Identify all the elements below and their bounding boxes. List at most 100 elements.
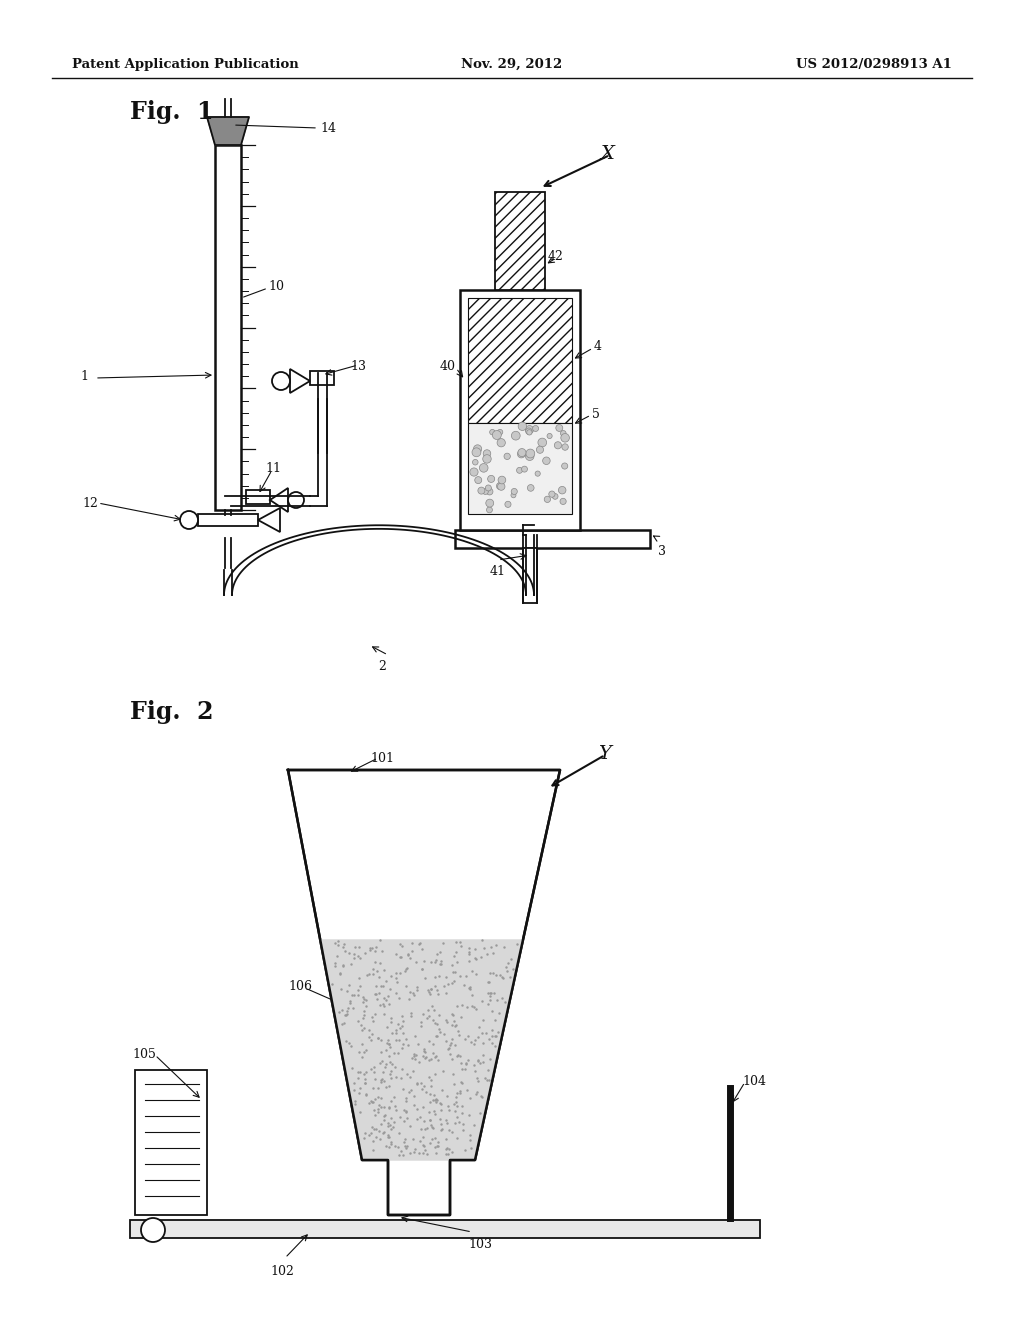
Circle shape <box>525 428 532 434</box>
Circle shape <box>538 438 547 447</box>
Text: 11: 11 <box>265 462 281 475</box>
Circle shape <box>486 488 493 495</box>
Circle shape <box>497 438 505 447</box>
Circle shape <box>498 429 503 434</box>
Bar <box>198 513 258 525</box>
Bar <box>135 1071 207 1214</box>
Text: 2: 2 <box>378 660 386 673</box>
Text: Fig.  2: Fig. 2 <box>130 700 213 723</box>
Text: Fig.  1: Fig. 1 <box>130 100 213 124</box>
Circle shape <box>511 488 517 495</box>
Polygon shape <box>290 370 310 393</box>
Polygon shape <box>270 488 288 512</box>
Bar <box>246 490 270 504</box>
Circle shape <box>560 498 566 504</box>
Circle shape <box>525 451 534 461</box>
Text: 13: 13 <box>350 360 366 374</box>
Circle shape <box>511 432 520 440</box>
Text: 12: 12 <box>82 498 98 510</box>
Circle shape <box>521 466 527 473</box>
Circle shape <box>505 502 511 507</box>
Bar <box>468 298 572 422</box>
Circle shape <box>472 447 481 457</box>
Polygon shape <box>258 508 280 532</box>
Circle shape <box>561 463 567 469</box>
Circle shape <box>543 457 550 465</box>
Polygon shape <box>321 940 523 1160</box>
Bar <box>460 290 580 531</box>
Circle shape <box>498 483 505 490</box>
Bar <box>215 145 241 510</box>
Circle shape <box>483 450 490 457</box>
Circle shape <box>525 425 534 434</box>
Text: 41: 41 <box>490 565 506 578</box>
Circle shape <box>556 425 563 432</box>
Circle shape <box>544 496 551 503</box>
Text: 104: 104 <box>742 1074 766 1088</box>
Text: 102: 102 <box>270 1265 294 1278</box>
Circle shape <box>470 467 478 477</box>
Circle shape <box>552 494 558 499</box>
Circle shape <box>482 454 492 463</box>
Text: 42: 42 <box>548 249 564 263</box>
Text: Y: Y <box>598 744 611 763</box>
Bar <box>495 191 545 290</box>
Circle shape <box>562 444 568 450</box>
Text: 3: 3 <box>658 545 666 558</box>
Circle shape <box>532 425 539 432</box>
Text: X: X <box>600 145 613 162</box>
Circle shape <box>547 433 552 438</box>
Polygon shape <box>288 770 560 1214</box>
Circle shape <box>479 463 488 473</box>
Circle shape <box>478 487 485 494</box>
Circle shape <box>511 492 516 498</box>
Circle shape <box>486 507 493 513</box>
Text: 101: 101 <box>370 752 394 766</box>
Circle shape <box>526 449 535 458</box>
Circle shape <box>516 467 522 474</box>
Circle shape <box>288 492 304 508</box>
Circle shape <box>537 446 544 453</box>
Text: 106: 106 <box>288 979 312 993</box>
Circle shape <box>504 453 510 459</box>
Circle shape <box>527 484 535 491</box>
Circle shape <box>472 459 478 465</box>
Text: 40: 40 <box>440 360 456 374</box>
Text: 103: 103 <box>468 1238 492 1251</box>
Circle shape <box>180 511 198 529</box>
Text: 105: 105 <box>132 1048 156 1061</box>
Bar <box>523 548 537 603</box>
Text: 5: 5 <box>592 408 600 421</box>
Circle shape <box>526 430 532 436</box>
Text: 4: 4 <box>594 341 602 352</box>
Polygon shape <box>207 117 249 145</box>
Circle shape <box>485 499 494 507</box>
Circle shape <box>554 442 561 449</box>
Text: US 2012/0298913 A1: US 2012/0298913 A1 <box>796 58 952 71</box>
Bar <box>455 531 650 548</box>
Circle shape <box>485 484 492 491</box>
Circle shape <box>487 475 495 482</box>
Text: 1: 1 <box>80 370 88 383</box>
Circle shape <box>560 430 566 436</box>
Circle shape <box>561 433 569 442</box>
Circle shape <box>493 430 502 440</box>
Circle shape <box>518 422 526 430</box>
Bar <box>310 371 334 385</box>
Circle shape <box>482 488 488 495</box>
Bar <box>468 422 572 513</box>
Text: 14: 14 <box>319 121 336 135</box>
Circle shape <box>498 477 506 484</box>
Text: Patent Application Publication: Patent Application Publication <box>72 58 299 71</box>
Circle shape <box>473 445 481 453</box>
Circle shape <box>497 483 504 490</box>
Circle shape <box>536 471 541 477</box>
Circle shape <box>517 450 525 458</box>
Circle shape <box>475 477 481 483</box>
Circle shape <box>272 372 290 389</box>
Circle shape <box>489 429 496 434</box>
Circle shape <box>141 1218 165 1242</box>
Bar <box>130 1220 760 1238</box>
Text: 10: 10 <box>268 280 284 293</box>
Circle shape <box>558 486 566 494</box>
